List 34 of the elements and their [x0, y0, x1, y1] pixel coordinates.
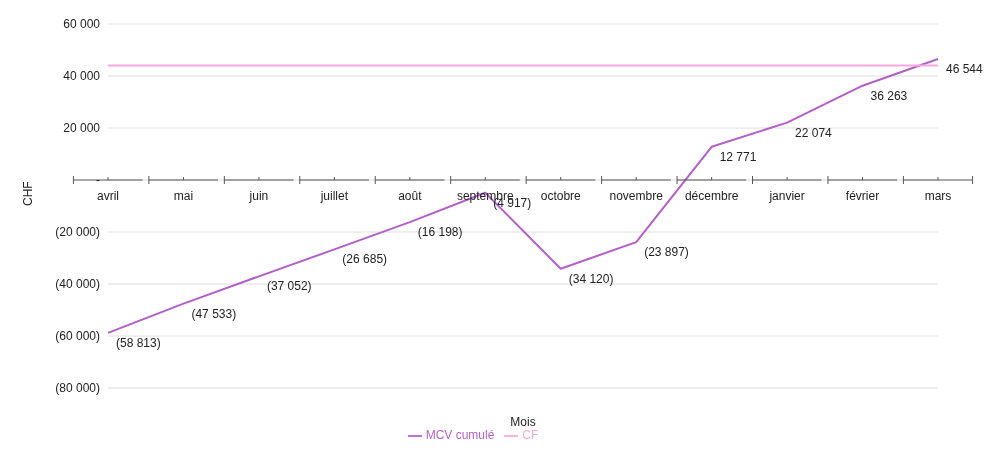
- data-label: (16 198): [417, 225, 463, 240]
- y-tick-label: (40 000): [55, 277, 100, 292]
- y-tick-label: -: [96, 173, 100, 188]
- x-tick-label: juillet: [319, 189, 349, 203]
- data-label: (37 052): [266, 279, 312, 294]
- data-label: 22 074: [795, 125, 833, 140]
- x-tick-label: août: [398, 189, 423, 203]
- legend-label: MCV cumulé: [425, 428, 495, 442]
- data-label: 12 771: [719, 149, 757, 164]
- x-tick-label: janvier: [768, 189, 805, 203]
- y-tick-label: (60 000): [55, 329, 100, 344]
- data-label: 46 544: [946, 61, 984, 76]
- x-tick-label: février: [845, 189, 880, 203]
- x-tick-label: mars: [924, 189, 952, 203]
- x-tick-label: décembre: [684, 189, 739, 203]
- y-tick-label: 20 000: [63, 121, 101, 136]
- data-label: (58 813): [116, 335, 161, 350]
- x-tick-label: mai: [173, 189, 194, 203]
- data-label: (26 685): [342, 252, 388, 267]
- x-tick-label: novembre: [609, 189, 664, 203]
- data-label: (23 897): [644, 245, 689, 260]
- y-tick-label: (20 000): [55, 225, 100, 240]
- data-label: (47 533): [191, 306, 237, 321]
- x-tick-label: octobre: [540, 189, 582, 203]
- y-axis-title: CHF: [21, 181, 36, 206]
- y-tick-label: (80 000): [55, 381, 100, 396]
- data-label: 36 263: [870, 88, 908, 103]
- data-label: (34 120): [568, 271, 614, 286]
- y-tick-label: 40 000: [63, 69, 101, 84]
- legend-label: CF: [522, 428, 539, 442]
- x-tick-label: avril: [96, 189, 120, 203]
- x-axis-title: Mois: [510, 415, 536, 429]
- y-tick-label: 60 000: [63, 17, 101, 32]
- x-tick-label: juin: [248, 189, 269, 203]
